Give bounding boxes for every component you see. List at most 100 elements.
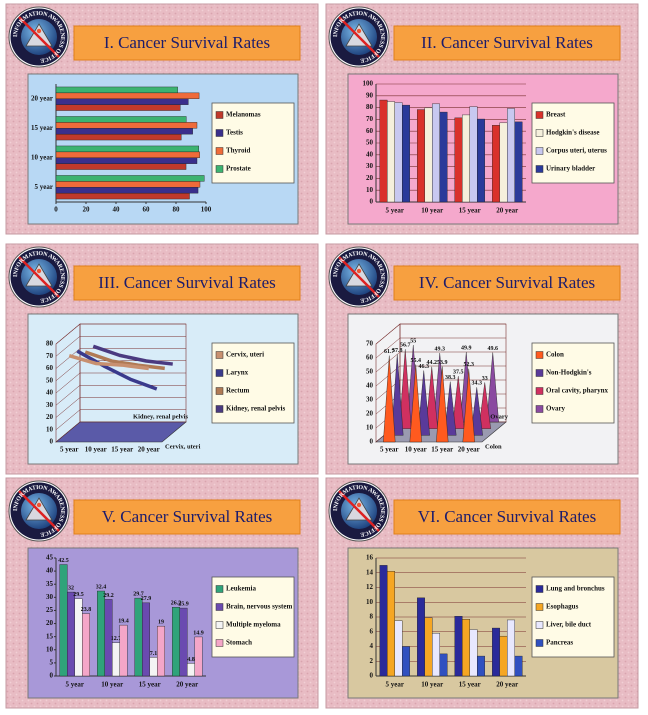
logo-pyramid bbox=[25, 263, 53, 287]
legend-label: Liver, bile duct bbox=[546, 621, 592, 629]
bar bbox=[104, 599, 113, 677]
y-tick-label: 60 bbox=[46, 364, 54, 372]
x-tick-label: 10 year bbox=[405, 446, 427, 454]
legend-label: Corpus uteri, uterus bbox=[546, 147, 607, 155]
value-label: 29.7 bbox=[133, 591, 144, 597]
legend-swatch bbox=[215, 621, 224, 629]
bar bbox=[417, 109, 425, 203]
x-tick-label: 10 year bbox=[421, 681, 443, 689]
bar bbox=[187, 663, 195, 677]
value-label: 56.7 bbox=[400, 343, 411, 349]
logo-pyramid bbox=[345, 497, 373, 521]
value-label: 4.8 bbox=[187, 657, 195, 663]
x-tick-label: 5 year bbox=[60, 446, 78, 454]
y-tick-label: 20 year bbox=[31, 94, 53, 102]
logo-slash bbox=[18, 256, 60, 298]
x-tick-label: 15 year bbox=[139, 681, 161, 689]
x-tick-label: 10 year bbox=[101, 681, 123, 689]
bar bbox=[469, 629, 478, 677]
logo-eye bbox=[36, 28, 42, 34]
y-tick-label: 30 bbox=[366, 396, 374, 404]
legend-label: Testis bbox=[226, 129, 243, 137]
value-label: 32 bbox=[68, 585, 74, 591]
y-tick-label: 30 bbox=[46, 593, 54, 601]
x-tick-label: 20 year bbox=[176, 681, 198, 689]
value-label: 34.3 bbox=[472, 381, 483, 387]
bar bbox=[432, 103, 440, 203]
y-tick-label: 0 bbox=[50, 672, 54, 680]
bar bbox=[439, 653, 448, 677]
value-label: 29.2 bbox=[103, 593, 114, 599]
legend-label: Prostate bbox=[226, 165, 251, 173]
y-tick-label: 15 year bbox=[31, 124, 53, 132]
bar bbox=[55, 116, 187, 123]
value-label: 26.2 bbox=[171, 601, 182, 607]
y-tick-label: 60 bbox=[366, 354, 374, 362]
slide-title: II. Cancer Survival Rates bbox=[421, 33, 593, 52]
line bbox=[68, 353, 149, 371]
legend-label: Rectum bbox=[226, 387, 249, 395]
title-box bbox=[393, 265, 621, 301]
bar bbox=[55, 86, 178, 94]
bar bbox=[55, 128, 193, 135]
legend bbox=[211, 342, 295, 424]
bar bbox=[424, 107, 433, 203]
legend-swatch bbox=[535, 387, 544, 395]
legend-swatch bbox=[535, 369, 544, 377]
value-label: 55 bbox=[410, 338, 416, 344]
bar bbox=[55, 92, 200, 99]
y-tick-label: 12 bbox=[366, 583, 374, 591]
bar bbox=[477, 118, 485, 203]
y-tick-label: 40 bbox=[46, 567, 54, 575]
legend-swatch bbox=[215, 129, 224, 137]
y-tick-label: 10 bbox=[366, 598, 374, 606]
logo-slash bbox=[338, 16, 380, 58]
legend-swatch bbox=[535, 111, 544, 119]
value-label: 44.2 bbox=[427, 360, 438, 366]
grid-line bbox=[55, 323, 186, 345]
legend-swatch bbox=[215, 147, 224, 155]
bar bbox=[492, 627, 500, 677]
legend-swatch bbox=[215, 639, 224, 647]
bar bbox=[379, 565, 388, 677]
cone bbox=[425, 366, 438, 429]
x-tick-label: 5 year bbox=[386, 681, 404, 689]
y-tick-label: 10 year bbox=[31, 153, 53, 161]
slide-title: III. Cancer Survival Rates bbox=[98, 273, 276, 292]
bar bbox=[194, 636, 203, 677]
slide-title: IV. Cancer Survival Rates bbox=[419, 273, 595, 292]
legend-label: Oral cavity, pharynx bbox=[546, 387, 609, 395]
y-tick-label: 20 bbox=[46, 619, 54, 627]
y-tick-label: 50 bbox=[366, 368, 374, 376]
logo-eye bbox=[356, 28, 362, 34]
bar bbox=[55, 98, 189, 105]
bar bbox=[55, 145, 200, 153]
bar bbox=[55, 192, 190, 200]
bar bbox=[394, 620, 403, 677]
value-label: 32.4 bbox=[96, 584, 107, 590]
y-tick-label: 40 bbox=[46, 389, 54, 397]
y-tick-label: 25 bbox=[46, 606, 54, 614]
x-tick-label: 10 year bbox=[85, 446, 107, 454]
grid-line bbox=[55, 336, 186, 357]
cone bbox=[399, 349, 412, 429]
y-tick-label: 40 bbox=[366, 150, 374, 158]
cone bbox=[391, 354, 404, 436]
x-tick-label: 15 year bbox=[459, 207, 481, 215]
cone bbox=[409, 364, 422, 443]
y-tick-label: 6 bbox=[370, 627, 374, 635]
value-label: 42.5 bbox=[58, 558, 69, 564]
value-label: 19 bbox=[158, 620, 164, 626]
grid-line bbox=[375, 323, 506, 345]
bar bbox=[97, 590, 105, 677]
cone bbox=[436, 366, 449, 443]
y-tick-label: 50 bbox=[366, 139, 374, 147]
bar bbox=[142, 602, 150, 677]
y-tick-label: 10 bbox=[46, 645, 54, 653]
x-tick-label: 20 year bbox=[458, 446, 480, 454]
x-tick-label: 80 bbox=[173, 206, 181, 214]
bar bbox=[55, 133, 182, 141]
legend-swatch bbox=[535, 129, 544, 137]
x-tick-label: 5 year bbox=[380, 446, 398, 454]
cone bbox=[444, 381, 457, 436]
